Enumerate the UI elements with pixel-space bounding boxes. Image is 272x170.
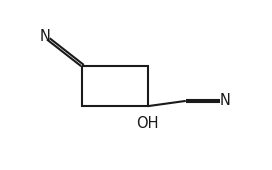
Text: N: N: [219, 93, 230, 108]
Text: OH: OH: [137, 116, 159, 131]
Text: N: N: [40, 29, 51, 44]
